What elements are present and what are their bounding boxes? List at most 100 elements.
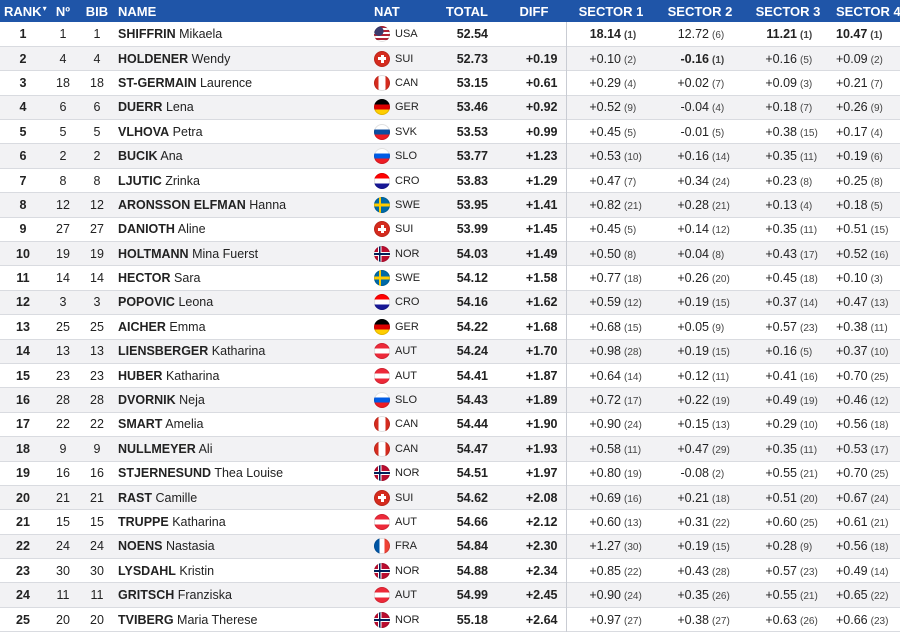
athlete-name[interactable]: AICHER Emma: [114, 315, 370, 339]
table-row[interactable]: 21 15 15 TRUPPE Katharina AUT 54.66 +2.12 +0.60…: [0, 509, 900, 535]
sector3-column-header[interactable]: SECTOR 3: [755, 3, 821, 19]
athlete-name[interactable]: LJUTIC Zrinka: [114, 168, 370, 192]
nat-cell: SWE: [370, 266, 438, 290]
athlete-surname: SHIFFRIN: [118, 26, 176, 41]
bib-column-header[interactable]: BIB: [85, 3, 109, 19]
no-cell: 18: [56, 75, 70, 90]
sector-position: (1): [870, 29, 883, 41]
athlete-surname: DUERR: [118, 100, 163, 115]
table-row[interactable]: 20 21 21 RAST Camille SUI 54.62 +2.08 +0.69 (16)…: [0, 485, 900, 510]
table-row[interactable]: 22 24 24 NOENS Nastasia FRA 54.84 +2.30 +1.27 (3…: [0, 534, 900, 559]
athlete-name[interactable]: RAST Camille: [114, 485, 370, 509]
sector-time: +0.52: [589, 100, 621, 115]
sector-time: +0.15: [677, 417, 709, 432]
table-row[interactable]: 4 6 6 DUERR Lena GER 53.46 +0.92 +0.52 (9) -0.04(…: [0, 95, 900, 120]
athlete-name[interactable]: BUCIK Ana: [114, 144, 370, 168]
table-row[interactable]: 23 30 30 LYSDAHL Kristin NOR 54.88 +2.34 +0.85(…: [0, 558, 900, 583]
no-cell: 19: [56, 246, 70, 261]
athlete-name[interactable]: HOLDENER Wendy: [114, 46, 370, 70]
athlete-surname: POPOVIC: [118, 295, 175, 310]
table-row[interactable]: 13 25 25 AICHER Emma GER 54.22 +1.68 +0.68 (15) +…: [0, 314, 900, 340]
table-row[interactable]: 17 22 22 SMART Amelia CAN 54.44 +1.90 +0.90 (24)…: [0, 412, 900, 437]
athlete-name[interactable]: DANIOTH Aline: [114, 217, 370, 241]
table-row[interactable]: 9 27 27 DANIOTH Aline SUI 53.99 +1.45 +0.45 (5) +…: [0, 217, 900, 242]
table-row[interactable]: 24 11 11 GRITSCH Franziska AUT 54.99 +2.45 +0.9…: [0, 582, 900, 608]
diff-time: +2.34: [502, 558, 567, 583]
athlete-name[interactable]: TRUPPE Katharina: [114, 510, 370, 534]
table-row[interactable]: 18 9 9 NULLMEYER Ali CAN 54.47 +1.93 +0.58 (11) +…: [0, 436, 900, 462]
sector-4-cell: 10.47 (1): [832, 22, 900, 46]
athlete-name[interactable]: ST-GERMAIN Laurence: [114, 71, 370, 95]
athlete-name[interactable]: NULLMEYER Ali: [114, 437, 370, 461]
athlete-name[interactable]: SMART Amelia: [114, 412, 370, 436]
nat-code: GER: [395, 101, 419, 114]
sector-time: +0.80: [589, 466, 621, 481]
athlete-name[interactable]: LIENSBERGER Katharina: [114, 339, 370, 363]
athlete-name[interactable]: GRITSCH Franziska: [114, 583, 370, 607]
athlete-name[interactable]: DVORNIK Neja: [114, 388, 370, 412]
table-row[interactable]: 3 18 18 ST-GERMAIN Laurence CAN 53.15 +0.61 +0.…: [0, 70, 900, 96]
athlete-name[interactable]: ARONSSON ELFMAN Hanna: [114, 193, 370, 217]
total-column-header[interactable]: TOTAL: [445, 3, 488, 19]
athlete-name[interactable]: HECTOR Sara: [114, 266, 370, 290]
table-row[interactable]: 25 20 20 TVIBERG Maria Therese NOR 55.18 +2.64…: [0, 607, 900, 632]
sector-time: +0.60: [765, 515, 797, 529]
table-row[interactable]: 2 4 4 HOLDENER Wendy SUI 52.73 +0.19 +0.10 (2) -0…: [0, 46, 900, 71]
sector-2-cell: +0.16 (14): [656, 144, 744, 168]
sector-time: +0.56: [836, 417, 868, 432]
sector2-column-header[interactable]: SECTOR 2: [667, 3, 733, 19]
sector1-column-header[interactable]: SECTOR 1: [578, 3, 644, 19]
athlete-name[interactable]: NOENS Nastasia: [114, 534, 370, 558]
athlete-name[interactable]: SHIFFRIN Mikaela: [114, 22, 370, 46]
diff-column-header[interactable]: DIFF: [519, 3, 549, 19]
sector-position: (24): [870, 493, 889, 505]
table-row[interactable]: 11 14 14 HECTOR Sara SWE 54.12 +1.58 +0.77 (18) +…: [0, 265, 900, 291]
athlete-surname: LIENSBERGER: [118, 344, 209, 359]
table-row[interactable]: 16 28 28 DVORNIK Neja SLO 54.43 +1.89 +0.72 (17)…: [0, 387, 900, 413]
athlete-name[interactable]: LYSDAHL Kristin: [114, 559, 370, 583]
table-row[interactable]: 5 5 5 VLHOVA Petra SVK 53.53 +0.99 +0.45 (5) -0.0…: [0, 119, 900, 144]
athlete-name[interactable]: HUBER Katharina: [114, 363, 370, 387]
athlete-surname: HOLDENER: [118, 51, 189, 66]
total-time: 54.03: [456, 246, 488, 261]
athlete-name[interactable]: HOLTMANN Mina Fuerst: [114, 242, 370, 266]
athlete-name[interactable]: POPOVIC Leona: [114, 290, 370, 314]
table-row[interactable]: 8 12 12 ARONSSON ELFMAN Hanna SWE 53.95 +1.41 +…: [0, 192, 900, 218]
sector-2-cell: -0.16 (1): [656, 46, 744, 70]
sector-time: +0.66: [836, 612, 868, 627]
name-column-header[interactable]: NAME: [118, 3, 157, 19]
nat-cell: GER: [370, 315, 438, 339]
sector-position: (1): [624, 29, 637, 41]
sector-3-cell: +0.60 (25): [744, 510, 832, 534]
table-row[interactable]: 15 23 23 HUBER Katharina AUT 54.41 +1.87 +0.64(…: [0, 363, 900, 388]
sector-3-cell: +0.43 (17): [744, 242, 832, 266]
athlete-surname: NOENS: [118, 539, 163, 554]
table-row[interactable]: 12 3 3 POPOVIC Leona CRO 54.16 +1.62 +0.59 (12) +…: [0, 290, 900, 315]
athlete-name[interactable]: DUERR Lena: [114, 95, 370, 119]
nat-column-header[interactable]: NAT: [374, 3, 400, 19]
sector-4-cell: +0.51 (15): [832, 217, 900, 241]
diff-time: +1.93: [502, 436, 567, 462]
athlete-firstname: Zrinka: [165, 173, 200, 188]
nat-cell: CAN: [370, 412, 438, 436]
sector-position: (15): [800, 127, 818, 139]
athlete-firstname: Katharina: [211, 344, 266, 359]
table-row[interactable]: 1 1 1 SHIFFRIN Mikaela USA 52.54 18.14 (1) 12.72…: [0, 22, 900, 47]
table-row[interactable]: 14 13 13 LIENSBERGER Katharina AUT 54.24 +1.70…: [0, 339, 900, 364]
austria-flag-icon: [374, 587, 390, 604]
table-row[interactable]: 19 16 16 STJERNESUND Thea Louise NOR 54.51 +1.…: [0, 461, 900, 486]
athlete-name[interactable]: STJERNESUND Thea Louise: [114, 461, 370, 485]
athlete-name[interactable]: VLHOVA Petra: [114, 120, 370, 144]
sector4-column-header[interactable]: SECTOR 4: [836, 3, 900, 19]
athlete-name[interactable]: TVIBERG Maria Therese: [114, 607, 370, 631]
sector-time: +0.97: [589, 612, 621, 627]
no-cell: 14: [56, 271, 70, 286]
rank-column-header[interactable]: RANK▾: [4, 3, 47, 19]
table-row[interactable]: 6 2 2 BUCIK Ana SLO 53.77 +1.23 +0.53 (10) +0.16(…: [0, 143, 900, 169]
sector-2-cell: +0.34 (24): [656, 168, 744, 192]
table-row[interactable]: 10 19 19 HOLTMANN Mina Fuerst NOR 54.03 +1.49 +…: [0, 241, 900, 266]
sector-4-cell: +0.52 (16): [832, 242, 900, 266]
no-column-header[interactable]: Nº: [55, 3, 71, 19]
rank-cell: 22: [16, 539, 30, 554]
table-row[interactable]: 7 8 8 LJUTIC Zrinka CRO 53.83 +1.29 +0.47 (7) +0.…: [0, 168, 900, 193]
